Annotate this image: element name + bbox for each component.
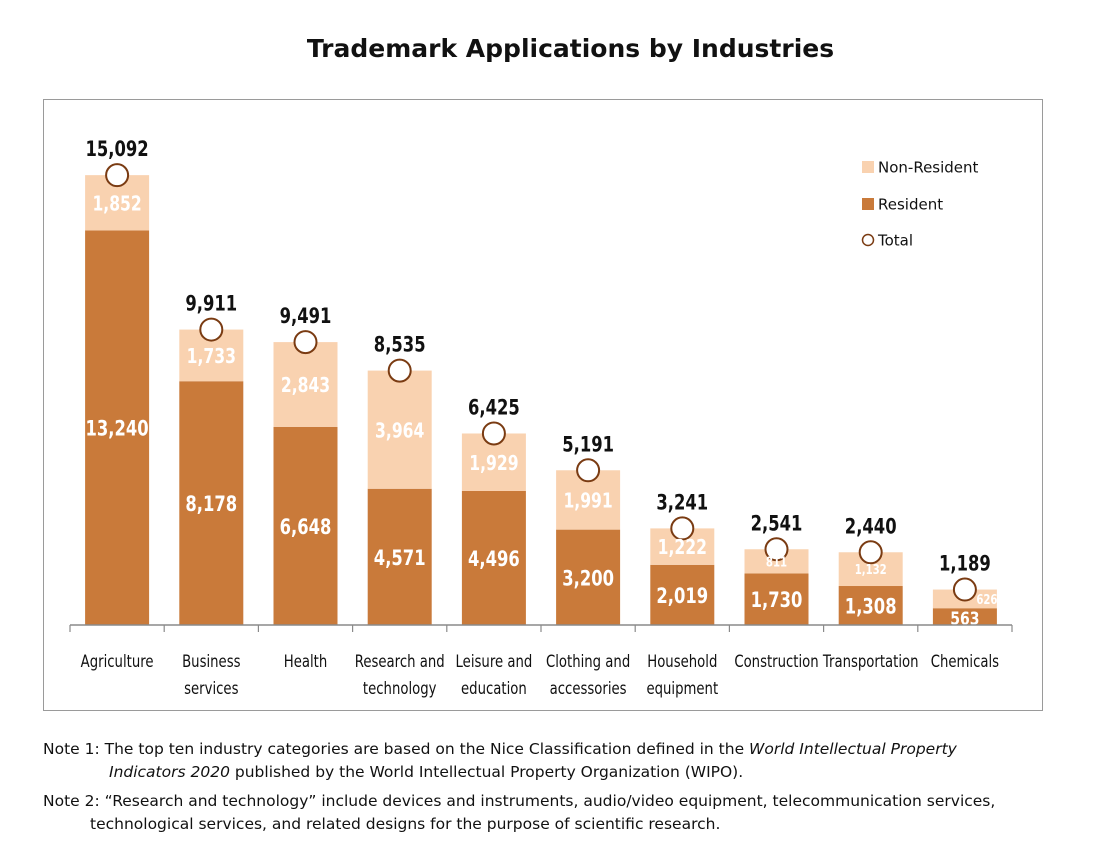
x-tick-label: Construction — [734, 651, 818, 671]
label-resident: 6,648 — [280, 516, 332, 539]
label-total: 8,535 — [374, 334, 426, 357]
x-tick-label: Agriculture — [81, 651, 154, 671]
x-tick-label: Health — [284, 651, 328, 671]
note-1: Note 1: The top ten industry categories … — [43, 738, 1083, 784]
stacked-bar-chart: 13,240 1,852 15,092 8,178 1,733 9,911 6,648 2,8… — [0, 0, 1107, 720]
note-1-text-b: published by the World Intellectual Prop… — [230, 763, 743, 781]
label-resident: 563 — [950, 608, 979, 629]
label-non-resident: 811 — [766, 554, 787, 570]
total-marker — [200, 319, 222, 341]
x-tick-label: equipment — [646, 678, 718, 698]
x-tick-label: education — [461, 678, 527, 698]
label-total: 6,425 — [468, 397, 520, 420]
label-non-resident: 3,964 — [375, 419, 424, 442]
legend-label: Non-Resident — [878, 159, 979, 177]
total-marker — [106, 164, 128, 186]
x-tick-label: accessories — [550, 678, 627, 698]
label-total: 5,191 — [562, 433, 614, 456]
legend-swatch — [862, 161, 874, 173]
bars-layer — [85, 164, 997, 625]
label-non-resident: 2,843 — [281, 374, 330, 397]
label-resident: 4,571 — [374, 547, 426, 570]
total-marker — [577, 459, 599, 481]
label-total: 2,541 — [751, 512, 803, 535]
note-2-text-b: technological services, and related desi… — [43, 813, 1083, 836]
legend-label: Resident — [878, 196, 943, 214]
note-2-text-a: “Research and technology” include device… — [105, 792, 996, 810]
label-non-resident: 626 — [976, 592, 997, 608]
x-tick-label: Research and — [355, 651, 445, 671]
total-marker — [860, 541, 882, 563]
label-non-resident: 1,929 — [469, 452, 518, 475]
label-total: 9,911 — [185, 293, 237, 316]
label-resident: 13,240 — [86, 418, 149, 441]
legend: Non-Resident Resident Total — [862, 159, 979, 250]
label-total: 15,092 — [86, 138, 149, 161]
label-resident: 1,730 — [751, 589, 803, 612]
x-tick-label: technology — [363, 678, 437, 698]
total-marker — [389, 360, 411, 382]
x-tick-label: Clothing and — [546, 651, 630, 671]
note-2-label: Note 2: — [43, 792, 100, 810]
label-resident: 4,496 — [468, 548, 520, 571]
label-non-resident: 1,852 — [92, 193, 141, 216]
label-total: 1,189 — [939, 553, 991, 576]
label-resident: 3,200 — [562, 567, 614, 590]
label-total: 2,440 — [845, 515, 897, 538]
note-1-italic-b: Indicators 2020 — [109, 763, 230, 781]
total-marker — [954, 579, 976, 601]
label-non-resident: 1,733 — [187, 345, 236, 368]
label-resident: 2,019 — [656, 585, 708, 608]
x-tick-label: services — [184, 678, 238, 698]
x-tick-label: Leisure and — [456, 651, 533, 671]
x-tick-label: Household — [647, 651, 717, 671]
legend-swatch — [862, 198, 874, 210]
label-non-resident: 1,132 — [855, 562, 887, 578]
legend-label: Total — [877, 232, 913, 250]
label-resident: 1,308 — [845, 596, 897, 619]
label-non-resident: 1,222 — [658, 536, 707, 559]
label-total: 3,241 — [656, 492, 708, 515]
label-non-resident: 1,991 — [563, 490, 612, 513]
note-1-label: Note 1: — [43, 740, 100, 758]
x-axis: Agriculture Business services Health Researc… — [70, 625, 1012, 698]
legend-swatch — [863, 235, 874, 246]
notes: Note 1: The top ten industry categories … — [43, 738, 1083, 842]
x-tick-label: Business — [182, 651, 240, 671]
total-marker — [295, 331, 317, 353]
x-tick-label: Transportation — [822, 651, 919, 671]
note-1-italic-a: World Intellectual Property — [749, 740, 957, 758]
label-total: 9,491 — [280, 305, 332, 328]
note-1-text-a: The top ten industry categories are base… — [105, 740, 749, 758]
note-2: Note 2: “Research and technology” includ… — [43, 790, 1083, 836]
total-marker — [483, 422, 505, 444]
x-tick-label: Chemicals — [931, 651, 999, 671]
label-resident: 8,178 — [185, 493, 237, 516]
